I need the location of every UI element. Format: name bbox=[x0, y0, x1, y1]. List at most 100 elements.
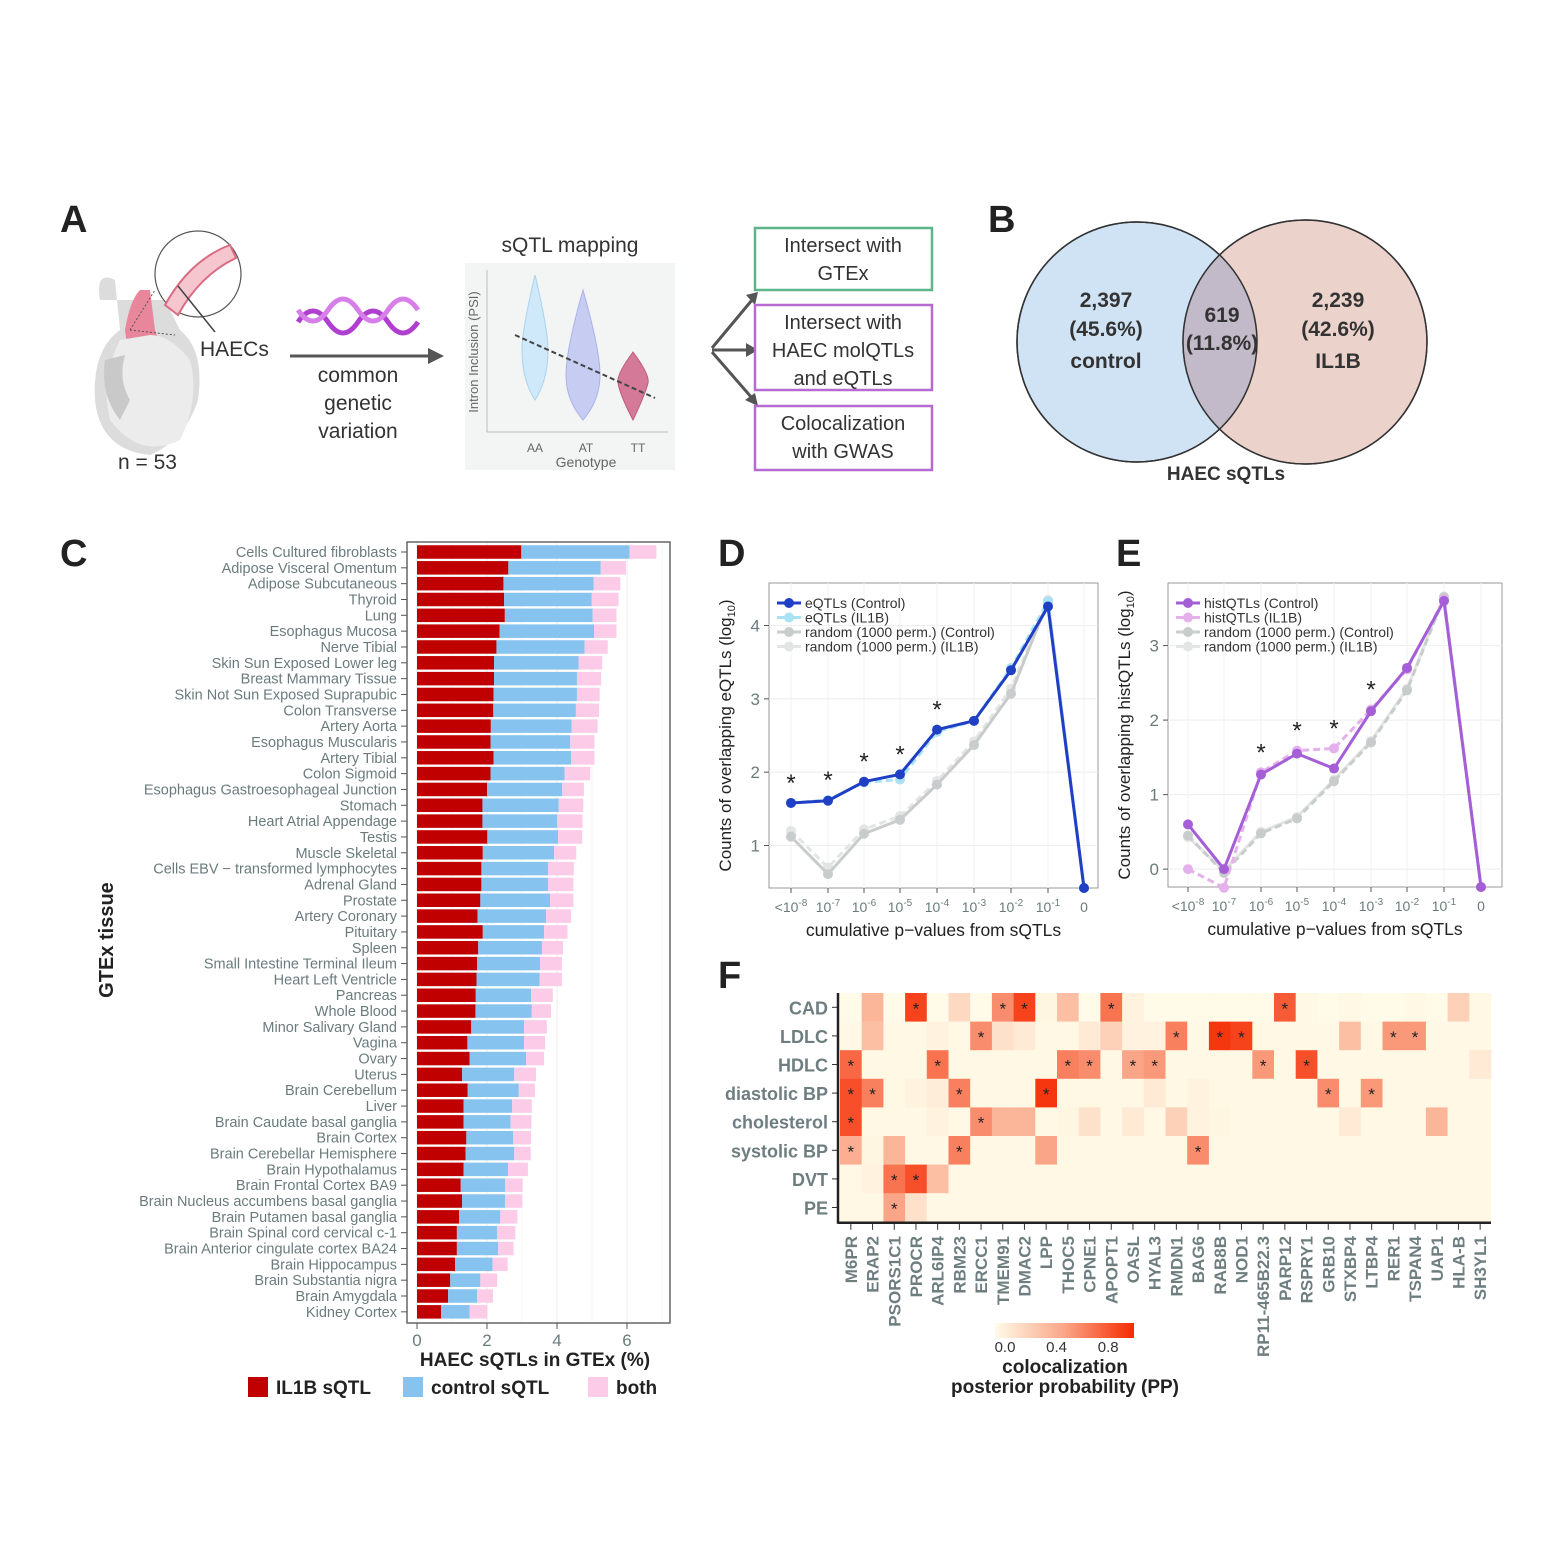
d-legend-label: eQTLs (Control) bbox=[805, 595, 905, 611]
f-heatmap-cell bbox=[861, 993, 884, 1022]
f-column-label: NOD1 bbox=[1232, 1236, 1251, 1283]
d-significance-star: * bbox=[823, 767, 832, 794]
f-heatmap-cell bbox=[1447, 1164, 1470, 1194]
c-tissue-label: Brain Cerebellar Hemisphere bbox=[210, 1147, 397, 1163]
e-point bbox=[1366, 706, 1376, 717]
f-heatmap-cell bbox=[970, 1164, 993, 1194]
d-significance-star: * bbox=[786, 770, 795, 797]
c-bar-both bbox=[592, 608, 617, 623]
c-bar-both bbox=[584, 640, 608, 654]
c-bar-control-sqtl bbox=[504, 592, 592, 607]
f-heatmap-cell bbox=[840, 1136, 862, 1165]
f-heatmap-cell bbox=[1208, 1021, 1231, 1051]
c-bar-control-sqtl bbox=[465, 1146, 515, 1161]
c-tissue-label: Pituitary bbox=[345, 925, 398, 941]
e-legend-key bbox=[1183, 627, 1193, 637]
c-bar-control-sqtl bbox=[480, 893, 550, 908]
f-heatmap-cell bbox=[1230, 993, 1253, 1022]
f-heatmap-cell bbox=[1078, 1050, 1101, 1080]
f-heatmap-cell bbox=[861, 1164, 884, 1194]
f-heatmap-cell bbox=[991, 993, 1014, 1022]
f-heatmap-cell bbox=[1078, 1136, 1101, 1165]
c-tissue-label: Uterus bbox=[354, 1067, 397, 1083]
c-bar-il1b-sqtl bbox=[417, 1067, 463, 1082]
f-heatmap-cell bbox=[1274, 1107, 1296, 1137]
workflow-box-text: GTEx bbox=[817, 263, 868, 285]
panel-e-line-chart: 0 1 2 3 <10-8 10-7 10-6 10-5 10-4 10-3 10-2 10-1 0 * *… bbox=[1115, 582, 1503, 939]
c-bar-control-sqtl bbox=[467, 1035, 525, 1050]
e-point bbox=[1329, 743, 1339, 754]
workflow-box bbox=[753, 404, 934, 472]
e-xtick-label: 10-3 bbox=[1359, 897, 1384, 914]
f-significance-star: * bbox=[1216, 1028, 1223, 1047]
f-heatmap-cell bbox=[905, 1164, 928, 1194]
venn-il1b-count: 2,239 bbox=[1312, 289, 1365, 312]
c-tissue-label: Skin Sun Exposed Lower leg bbox=[212, 656, 397, 672]
f-heatmap-cell bbox=[991, 1164, 1014, 1194]
e-point bbox=[1439, 595, 1449, 606]
f-heatmap-cell bbox=[1382, 1021, 1405, 1051]
f-heatmap-cell bbox=[948, 993, 971, 1022]
f-heatmap-cell bbox=[1100, 1136, 1123, 1165]
f-column-label: LTBP4 bbox=[1363, 1235, 1382, 1288]
c-legend-swatch bbox=[248, 1377, 268, 1397]
c-xtick-label: 6 bbox=[622, 1331, 631, 1350]
f-column-label: LPP bbox=[1037, 1236, 1056, 1269]
c-bar-il1b-sqtl bbox=[417, 1305, 442, 1319]
f-heatmap-cell bbox=[1187, 1021, 1210, 1051]
c-bar-control-sqtl bbox=[462, 1067, 515, 1082]
f-heatmap-cell bbox=[1295, 1107, 1318, 1137]
c-tissue-label: Brain Cortex bbox=[316, 1131, 397, 1147]
venn-diagram bbox=[1016, 219, 1428, 465]
c-tissue-label: Brain Hippocampus bbox=[270, 1257, 397, 1273]
f-significance-star: * bbox=[1021, 999, 1028, 1018]
c-tissue-label: Nerve Tibial bbox=[320, 640, 397, 656]
f-heatmap-cell bbox=[1404, 1136, 1427, 1165]
f-heatmap-cell bbox=[840, 1107, 862, 1137]
c-bar-il1b-sqtl bbox=[417, 1130, 467, 1145]
d-legend-key bbox=[784, 641, 794, 652]
f-heatmap-cell bbox=[1252, 1136, 1275, 1165]
f-heatmap-cell bbox=[1382, 1050, 1405, 1080]
c-tissue-label: Vagina bbox=[353, 1036, 398, 1052]
genotype-tt: TT bbox=[631, 441, 646, 455]
f-heatmap-cell bbox=[840, 1021, 862, 1051]
d-xtick-label: 10-2 bbox=[999, 898, 1024, 915]
c-bar-il1b-sqtl bbox=[417, 545, 522, 559]
f-heatmap-cell bbox=[926, 1193, 949, 1223]
f-heatmap-cell bbox=[1208, 1164, 1231, 1194]
f-heatmap-cell bbox=[1078, 1021, 1101, 1051]
f-heatmap-cell bbox=[883, 1164, 906, 1194]
f-heatmap-cell bbox=[1208, 1136, 1231, 1165]
e-point bbox=[1476, 882, 1486, 892]
c-xlabel: HAEC sQTLs in GTEx (%) bbox=[420, 1350, 650, 1371]
f-significance-star: * bbox=[934, 1057, 941, 1076]
f-heatmap-cell bbox=[1295, 993, 1318, 1022]
f-heatmap-cell bbox=[1165, 1107, 1188, 1137]
f-heatmap-cell bbox=[1143, 993, 1166, 1022]
d-significance-star: * bbox=[895, 741, 904, 768]
f-heatmap-cell bbox=[1100, 1050, 1123, 1080]
f-heatmap-cell bbox=[926, 1164, 949, 1194]
f-heatmap-cell bbox=[905, 1136, 928, 1165]
f-heatmap-cell bbox=[991, 1136, 1014, 1165]
d-legend-label: eQTLs (IL1B) bbox=[805, 610, 889, 626]
f-heatmap-cell bbox=[970, 993, 993, 1022]
c-tissue-label: Kidney Cortex bbox=[306, 1305, 398, 1321]
c-bar-control-sqtl bbox=[456, 1241, 499, 1256]
violin-plot-illustration: Intron Inclusion (PSI) AA AT TT Genotype bbox=[465, 263, 675, 470]
c-bar-il1b-sqtl bbox=[417, 1273, 451, 1287]
c-bar-both bbox=[575, 703, 599, 718]
f-heatmap-cell bbox=[1035, 1164, 1058, 1194]
d-significance-star: * bbox=[932, 697, 941, 724]
c-bar-control-sqtl bbox=[482, 798, 559, 813]
c-bar-il1b-sqtl bbox=[417, 751, 494, 765]
f-heatmap-cell bbox=[1230, 1078, 1253, 1108]
f-heatmap-cell bbox=[1165, 1193, 1188, 1223]
f-heatmap-cell bbox=[1013, 1193, 1036, 1223]
c-tissue-label: Pancreas bbox=[336, 988, 397, 1004]
e-legend-label: histQTLs (IL1B) bbox=[1204, 610, 1302, 626]
f-heatmap-cell bbox=[1230, 1107, 1253, 1137]
f-heatmap-cell bbox=[1274, 1136, 1296, 1165]
